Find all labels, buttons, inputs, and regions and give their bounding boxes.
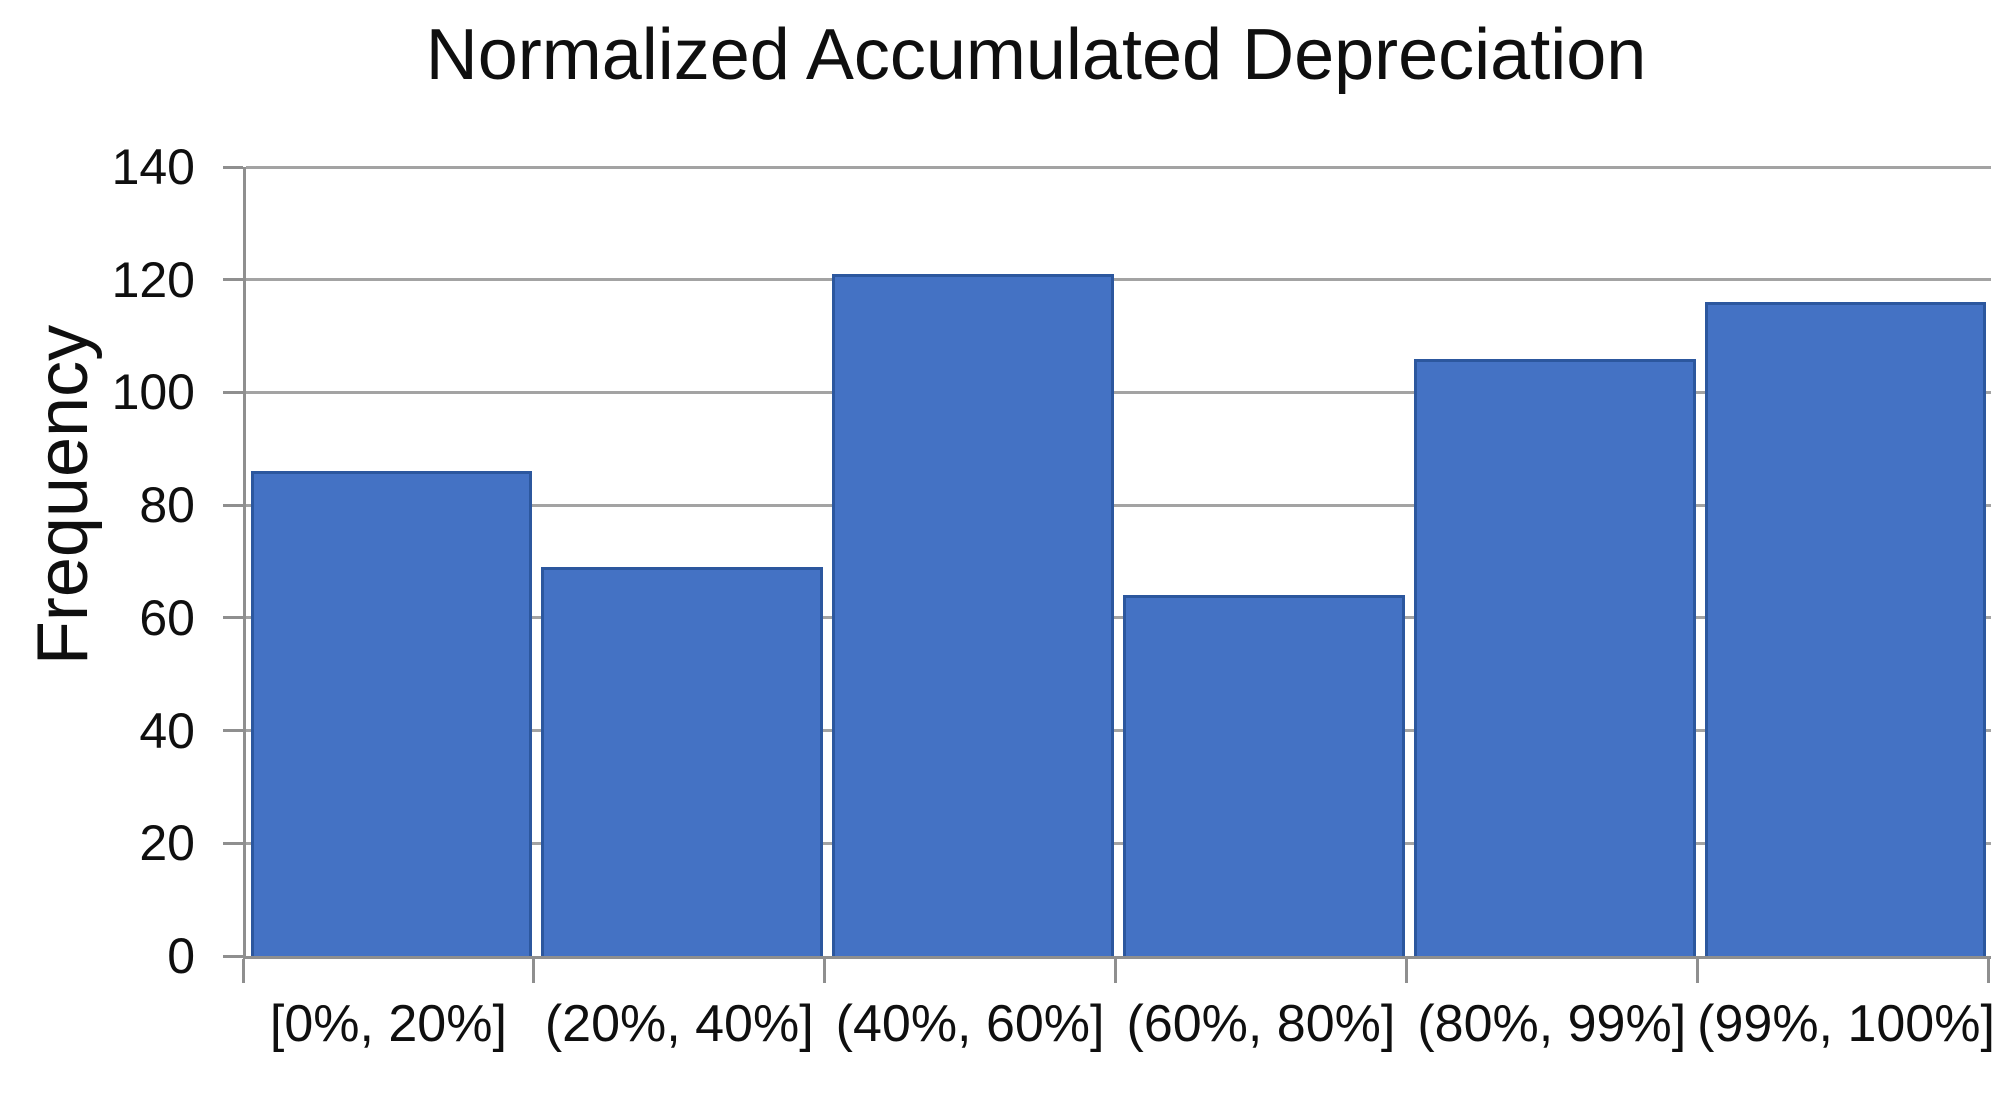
histogram-bar-6 — [1704, 302, 1987, 956]
histogram-bar-1 — [250, 471, 533, 956]
y-axis-tick-120 — [223, 278, 243, 282]
x-axis-tick-6 — [1986, 959, 1990, 983]
x-axis-tick-4 — [1404, 959, 1408, 983]
y-axis-tick-0 — [223, 954, 243, 958]
x-tick-label-2: (20%, 40%] — [544, 995, 814, 1053]
y-tick-label-40: 40 — [139, 702, 195, 759]
gridline-120 — [246, 278, 1991, 282]
gridline-140 — [246, 165, 1991, 169]
gridline-40 — [246, 729, 1991, 733]
x-axis-tick-0 — [241, 959, 245, 983]
y-tick-label-100: 100 — [111, 364, 195, 421]
y-axis-tick-140 — [223, 165, 243, 169]
y-tick-label-20: 20 — [139, 815, 195, 872]
y-tick-label-120: 120 — [111, 251, 195, 308]
y-axis-tick-60 — [223, 616, 243, 620]
histogram-bar-5 — [1413, 358, 1696, 956]
y-axis-tick-80 — [223, 503, 243, 507]
x-tick-label-6: (99%, 100%] — [1697, 995, 1995, 1053]
x-tick-label-4: (60%, 80%] — [1126, 995, 1396, 1053]
x-axis-tick-2 — [823, 959, 827, 983]
y-axis-tick-20 — [223, 841, 243, 845]
y-tick-label-80: 80 — [139, 477, 195, 534]
gridline-20 — [246, 841, 1991, 845]
histogram-bar-3 — [832, 274, 1114, 956]
x-axis-tick-1 — [532, 959, 536, 983]
x-axis-tick-3 — [1114, 959, 1117, 983]
histogram-bar-2 — [541, 567, 824, 956]
x-axis-tick-5 — [1695, 959, 1699, 983]
y-tick-label-0: 0 — [167, 928, 195, 984]
x-tick-label-1: [0%, 20%] — [269, 995, 507, 1053]
x-tick-label-5: (80%, 99%] — [1417, 995, 1687, 1053]
gridline-100 — [246, 390, 1991, 394]
x-tick-label-3: (40%, 60%] — [835, 995, 1105, 1053]
plot-area — [243, 165, 1991, 959]
y-axis-tick-40 — [223, 729, 243, 733]
y-axis-tick-100 — [223, 390, 243, 394]
gridline-80 — [246, 503, 1991, 507]
histogram-bar-4 — [1123, 595, 1405, 956]
y-tick-label-60: 60 — [139, 589, 195, 646]
chart-title: Normalized Accumulated Depreciation — [425, 15, 1647, 95]
y-tick-label-140: 140 — [111, 139, 195, 195]
gridline-60 — [246, 616, 1991, 620]
